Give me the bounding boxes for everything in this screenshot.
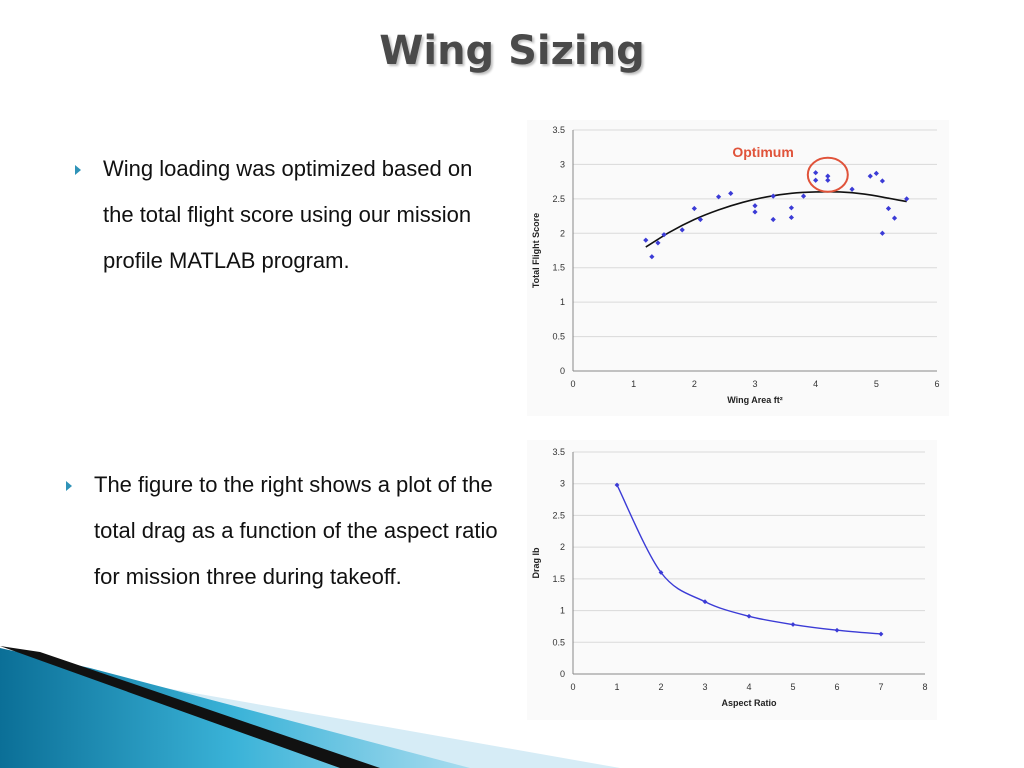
data-point <box>746 613 752 619</box>
x-tick-label: 1 <box>631 379 636 389</box>
y-tick-label: 1 <box>560 297 565 307</box>
bullet-marker-icon <box>66 481 72 491</box>
flight-score-chart-svg: 0 0.5 1 1.5 2 2.5 3 3.5 0 1 2 3 4 5 6 Wing Area ft² Tota… <box>531 125 940 405</box>
data-point <box>904 196 910 202</box>
x-tick-label: 0 <box>570 682 575 692</box>
data-point <box>770 216 776 223</box>
data-point <box>867 173 873 179</box>
data-point <box>752 209 758 215</box>
data-point <box>878 631 884 637</box>
data-point <box>643 237 649 243</box>
data-point <box>691 205 697 212</box>
data-point <box>891 215 898 221</box>
x-tick-label: 0 <box>570 379 575 389</box>
data-point <box>788 205 794 211</box>
x-axis-label: Wing Area ft² <box>727 395 783 405</box>
y-tick-label: 0.5 <box>552 637 565 647</box>
y-tick-label: 2 <box>560 228 565 238</box>
bullet-item: The figure to the right shows a plot of … <box>66 462 506 600</box>
x-tick-label: 2 <box>658 682 663 692</box>
drag-chart-svg: 0 0.5 1 1.5 2 2.5 3 3.5 0 1 2 3 4 5 6 7 8 Aspect Ratio Dra… <box>531 447 928 708</box>
y-tick-label: 0 <box>560 366 565 376</box>
bullet-item: Wing loading was optimized based on the … <box>75 146 505 284</box>
data-point <box>770 193 776 199</box>
data-point <box>825 177 831 183</box>
data-point <box>655 240 661 246</box>
data-point <box>825 173 831 179</box>
x-tick-label: 4 <box>746 682 751 692</box>
data-point <box>788 214 794 221</box>
slide-title: Wing Sizing <box>379 28 645 74</box>
y-tick-label: 0 <box>560 669 565 679</box>
data-point <box>873 170 879 176</box>
x-tick-label: 4 <box>813 379 818 389</box>
x-tick-label: 5 <box>790 682 795 692</box>
data-point <box>752 203 758 209</box>
data-point <box>661 232 667 238</box>
optimum-circle <box>806 156 849 193</box>
data-point <box>658 570 664 575</box>
trend-line <box>645 190 907 248</box>
y-tick-label: 2 <box>560 542 565 552</box>
y-tick-label: 2.5 <box>552 194 565 204</box>
data-point <box>790 622 796 627</box>
decor-black-stripe <box>0 646 380 768</box>
y-tick-label: 2.5 <box>552 510 565 520</box>
data-point <box>800 193 807 199</box>
flight-score-chart: 0 0.5 1 1.5 2 2.5 3 3.5 0 1 2 3 4 5 6 Wing Area ft² Tota… <box>527 120 949 416</box>
data-point <box>702 599 708 605</box>
x-tick-label: 3 <box>702 682 707 692</box>
series-line <box>616 484 882 635</box>
data-point <box>679 227 685 233</box>
drag-chart: 0 0.5 1 1.5 2 2.5 3 3.5 0 1 2 3 4 5 6 7 8 Aspect Ratio Dra… <box>527 440 937 720</box>
decor-blue-band <box>0 648 470 768</box>
data-point <box>849 186 855 192</box>
x-tick-label: 1 <box>614 682 619 692</box>
y-tick-label: 3.5 <box>552 125 565 135</box>
bullet-text: The figure to the right shows a plot of … <box>94 472 498 589</box>
y-tick-label: 1.5 <box>552 263 565 273</box>
x-tick-label: 6 <box>834 682 839 692</box>
data-point <box>879 178 885 184</box>
data-point <box>885 205 892 212</box>
x-axis-label: Aspect Ratio <box>721 698 777 708</box>
x-tick-label: 3 <box>752 379 757 389</box>
x-tick-label: 6 <box>934 379 939 389</box>
y-tick-label: 3.5 <box>552 447 565 457</box>
y-axis-label: Drag lb <box>531 547 541 579</box>
x-tick-label: 5 <box>874 379 879 389</box>
data-point <box>813 170 819 176</box>
y-tick-label: 1 <box>560 606 565 616</box>
x-tick-label: 8 <box>922 682 927 692</box>
optimum-label: Optimum <box>732 144 793 160</box>
y-tick-label: 3 <box>560 159 565 169</box>
data-point <box>649 254 655 260</box>
bullet-text: Wing loading was optimized based on the … <box>103 156 473 273</box>
data-point <box>728 190 734 196</box>
bullet-marker-icon <box>75 165 81 175</box>
data-point <box>834 627 840 633</box>
y-tick-label: 0.5 <box>552 332 565 342</box>
x-tick-label: 7 <box>878 682 883 692</box>
y-tick-label: 3 <box>560 479 565 489</box>
x-tick-label: 2 <box>692 379 697 389</box>
data-point <box>813 177 819 183</box>
data-point <box>879 230 885 236</box>
data-point <box>614 482 620 488</box>
y-tick-label: 1.5 <box>552 574 565 584</box>
y-axis-label: Total Flight Score <box>531 213 541 288</box>
